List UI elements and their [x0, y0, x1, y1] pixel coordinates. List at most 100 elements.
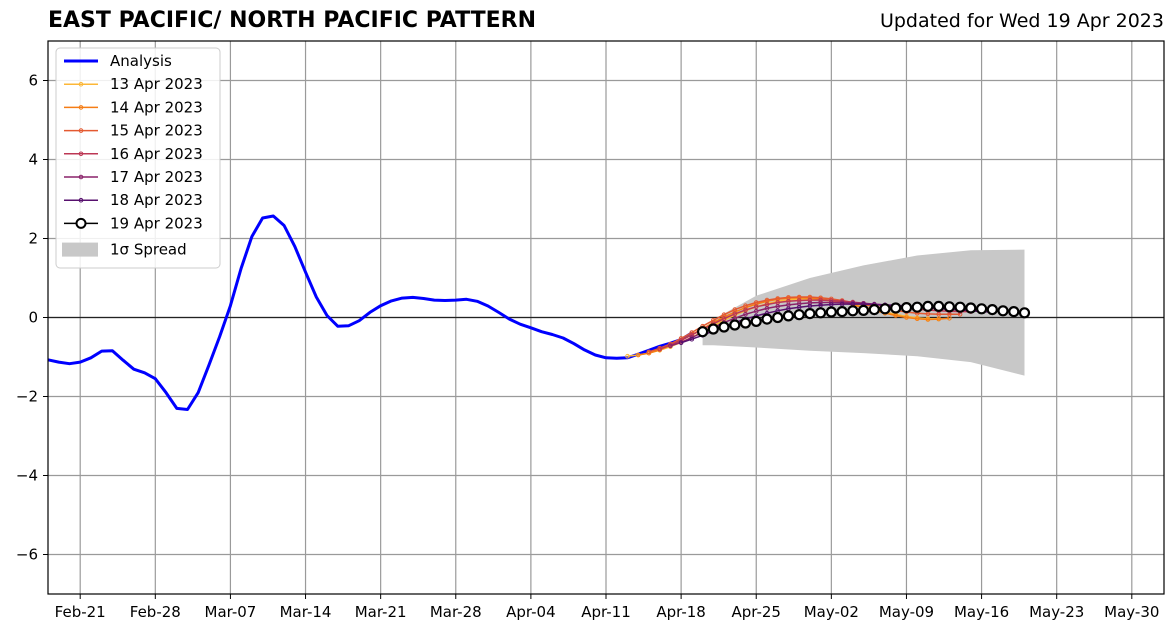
chart-subtitle: Updated for Wed 19 Apr 2023 [879, 10, 1164, 32]
x-tick-label: Apr-18 [656, 603, 706, 621]
x-tick-label: May-30 [1104, 603, 1159, 621]
forecast-point [1008, 306, 1020, 318]
forecast-point [997, 305, 1009, 317]
forecast-point [668, 343, 673, 349]
forecast-point [764, 297, 770, 303]
legend-label: 1σ Spread [110, 241, 187, 259]
forecast-point [729, 319, 741, 331]
forecast-point [739, 317, 752, 329]
y-tick-label: 0 [28, 309, 38, 327]
forecast-point [807, 294, 813, 300]
forecast-point [743, 303, 748, 309]
forecast-point [857, 304, 870, 316]
forecast-point [922, 300, 934, 312]
legend-marker [78, 105, 84, 110]
forecast-point [911, 301, 923, 313]
forecast-point [646, 349, 652, 355]
forecast-point [933, 300, 945, 312]
forecast-series [696, 300, 1031, 338]
forecast-point [975, 303, 988, 315]
forecast-point [718, 321, 730, 333]
forecast-point [814, 307, 827, 319]
forecast-point [914, 316, 920, 322]
x-tick-label: Mar-21 [355, 603, 407, 621]
x-tick-label: Apr-25 [731, 603, 781, 621]
y-tick-label: 4 [28, 151, 38, 169]
forecast-point [761, 313, 773, 325]
forecast-point [753, 304, 759, 310]
forecast-point [732, 311, 738, 317]
forecast-point [818, 300, 823, 305]
forecast-point [825, 306, 837, 318]
forecast-point [943, 301, 956, 313]
y-tick-label: −2 [16, 388, 38, 406]
forecast-point [868, 304, 880, 316]
forecast-point [753, 308, 759, 314]
legend-label: 19 Apr 2023 [110, 214, 203, 232]
forecast-point [836, 306, 848, 318]
forecast-point [807, 303, 813, 309]
forecast-point [782, 310, 795, 322]
x-tick-label: Feb-28 [130, 603, 181, 621]
forecast-point [818, 303, 823, 308]
forecast-point [904, 315, 909, 320]
legend-marker [78, 151, 84, 157]
forecast-point [839, 301, 845, 307]
forecast-layer [625, 294, 1031, 359]
forecast-point [793, 309, 805, 321]
x-tick-label: May-09 [879, 603, 934, 621]
forecast-point [657, 346, 663, 352]
forecast-point [879, 303, 891, 315]
forecast-point [753, 300, 759, 305]
forecast-point [804, 308, 816, 320]
y-tick-label: −6 [16, 546, 38, 564]
forecast-point [986, 304, 998, 316]
forecast-point [625, 353, 630, 359]
forecast-point [707, 323, 719, 335]
legend-swatch [62, 242, 98, 257]
forecast-point [689, 336, 695, 342]
x-tick-label: Feb-21 [55, 603, 106, 621]
legend-marker [78, 174, 84, 180]
forecast-point [900, 302, 913, 314]
x-tick-label: Mar-07 [205, 603, 257, 621]
forecast-point [743, 307, 748, 313]
forecast-point [954, 301, 966, 313]
legend: Analysis 13 Apr 2023 14 Apr 2023 15 Apr 202… [55, 47, 221, 269]
forecast-point [732, 307, 738, 312]
legend-marker [78, 81, 84, 87]
analysis-layer [47, 214, 693, 411]
x-tick-label: May-23 [1029, 603, 1084, 621]
forecast-point [635, 352, 641, 358]
y-tick-label: −4 [16, 467, 38, 485]
legend-label: 13 Apr 2023 [110, 75, 203, 93]
legend-marker [78, 128, 84, 133]
forecast-point [696, 326, 709, 338]
forecast-point [772, 311, 784, 324]
forecast-point [796, 304, 802, 310]
forecast-point [764, 306, 770, 311]
forecast-point [743, 312, 748, 317]
forecast-point [947, 312, 952, 317]
forecast-point [775, 304, 781, 309]
forecast-point [807, 300, 813, 306]
x-tick-label: May-02 [804, 603, 859, 621]
legend-label: 18 Apr 2023 [110, 191, 203, 209]
legend-label: 14 Apr 2023 [110, 98, 203, 116]
x-tick-label: Apr-04 [506, 603, 556, 621]
legend-label: 15 Apr 2023 [110, 122, 203, 140]
forecast-point [678, 340, 684, 346]
forecast-point [936, 316, 942, 322]
forecast-point [925, 317, 931, 322]
legend-marker [75, 217, 87, 229]
forecast-point [1018, 307, 1031, 319]
forecast-point [829, 302, 834, 307]
analysis-line [47, 214, 693, 411]
x-tick-label: Mar-14 [280, 603, 332, 621]
legend-label: 17 Apr 2023 [110, 168, 203, 186]
forecast-point [965, 302, 977, 314]
x-tick-label: May-16 [954, 603, 1009, 621]
plot-frame [47, 40, 1165, 595]
forecast-point [750, 315, 762, 327]
